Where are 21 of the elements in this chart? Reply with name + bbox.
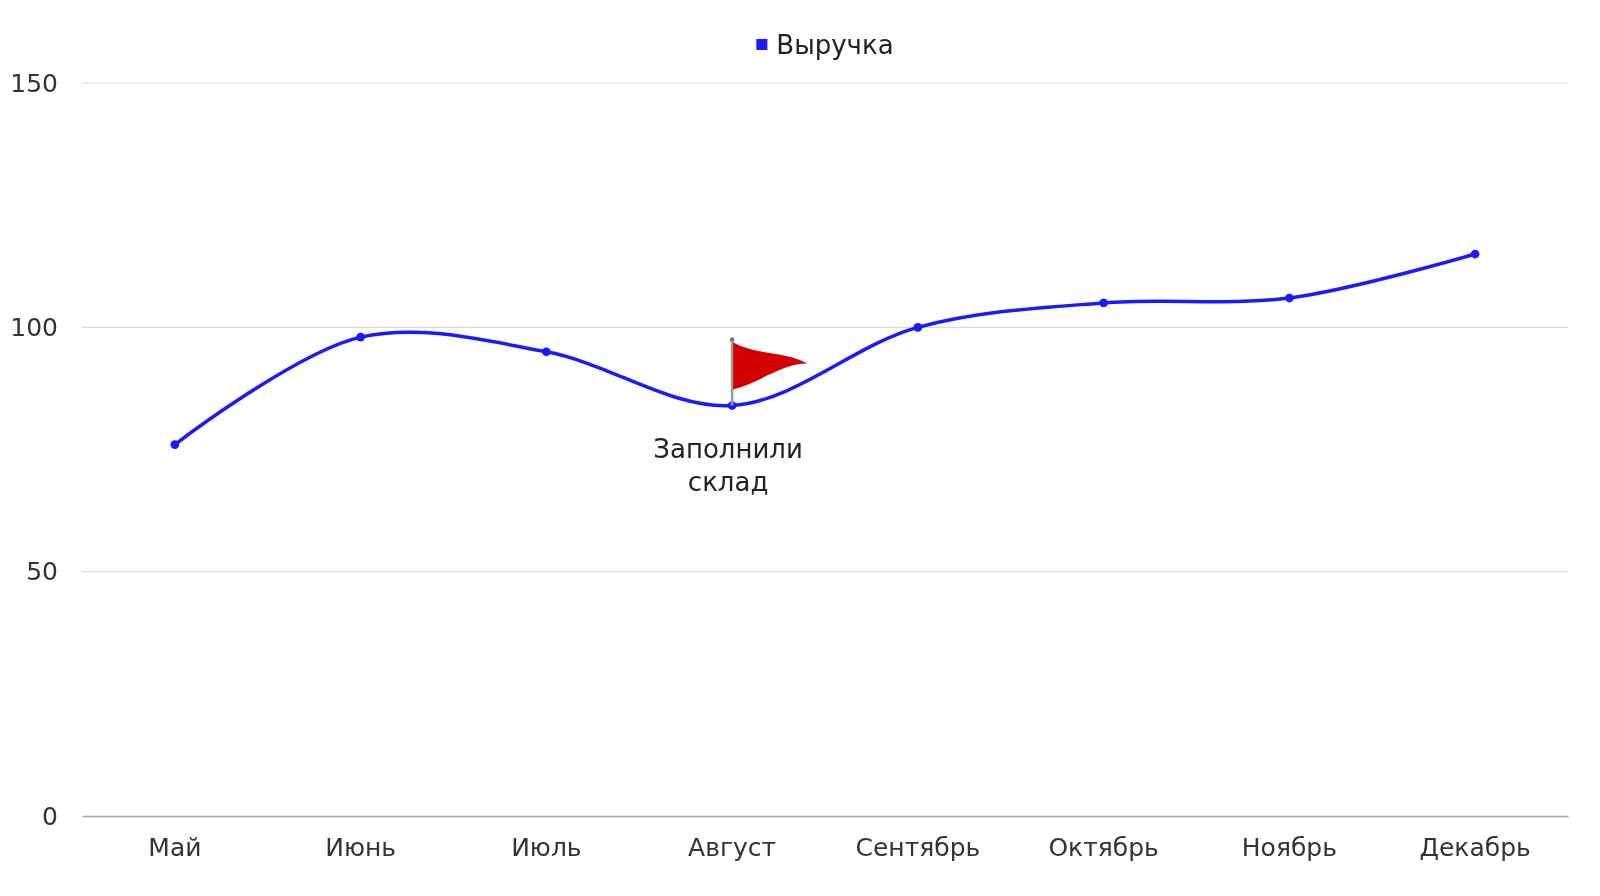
y-tick-label: 0 (42, 801, 58, 831)
y-tick-label: 50 (26, 557, 58, 587)
x-tick-label: Декабрь (1419, 832, 1531, 862)
y-tick-label: 150 (10, 68, 58, 98)
point (1470, 249, 1480, 259)
point (542, 347, 551, 357)
point (170, 440, 180, 449)
point (1285, 293, 1294, 303)
x-tick-label: Июнь (325, 832, 397, 862)
x-tick-label: Май (148, 832, 202, 862)
x-tick-label: Октябрь (1048, 832, 1159, 862)
annotation: Заполнили склад (653, 433, 803, 497)
point (913, 322, 923, 332)
x-tick-label: Июль (511, 832, 582, 862)
legend-label: Выручка (776, 30, 894, 60)
point (1099, 298, 1108, 308)
point (356, 332, 365, 342)
x-tick-label: Август (688, 832, 777, 862)
y-tick-label: 100 (10, 312, 58, 342)
x-tick-label: Сентябрь (855, 832, 981, 862)
x-tick-label: Ноябрь (1241, 832, 1337, 862)
